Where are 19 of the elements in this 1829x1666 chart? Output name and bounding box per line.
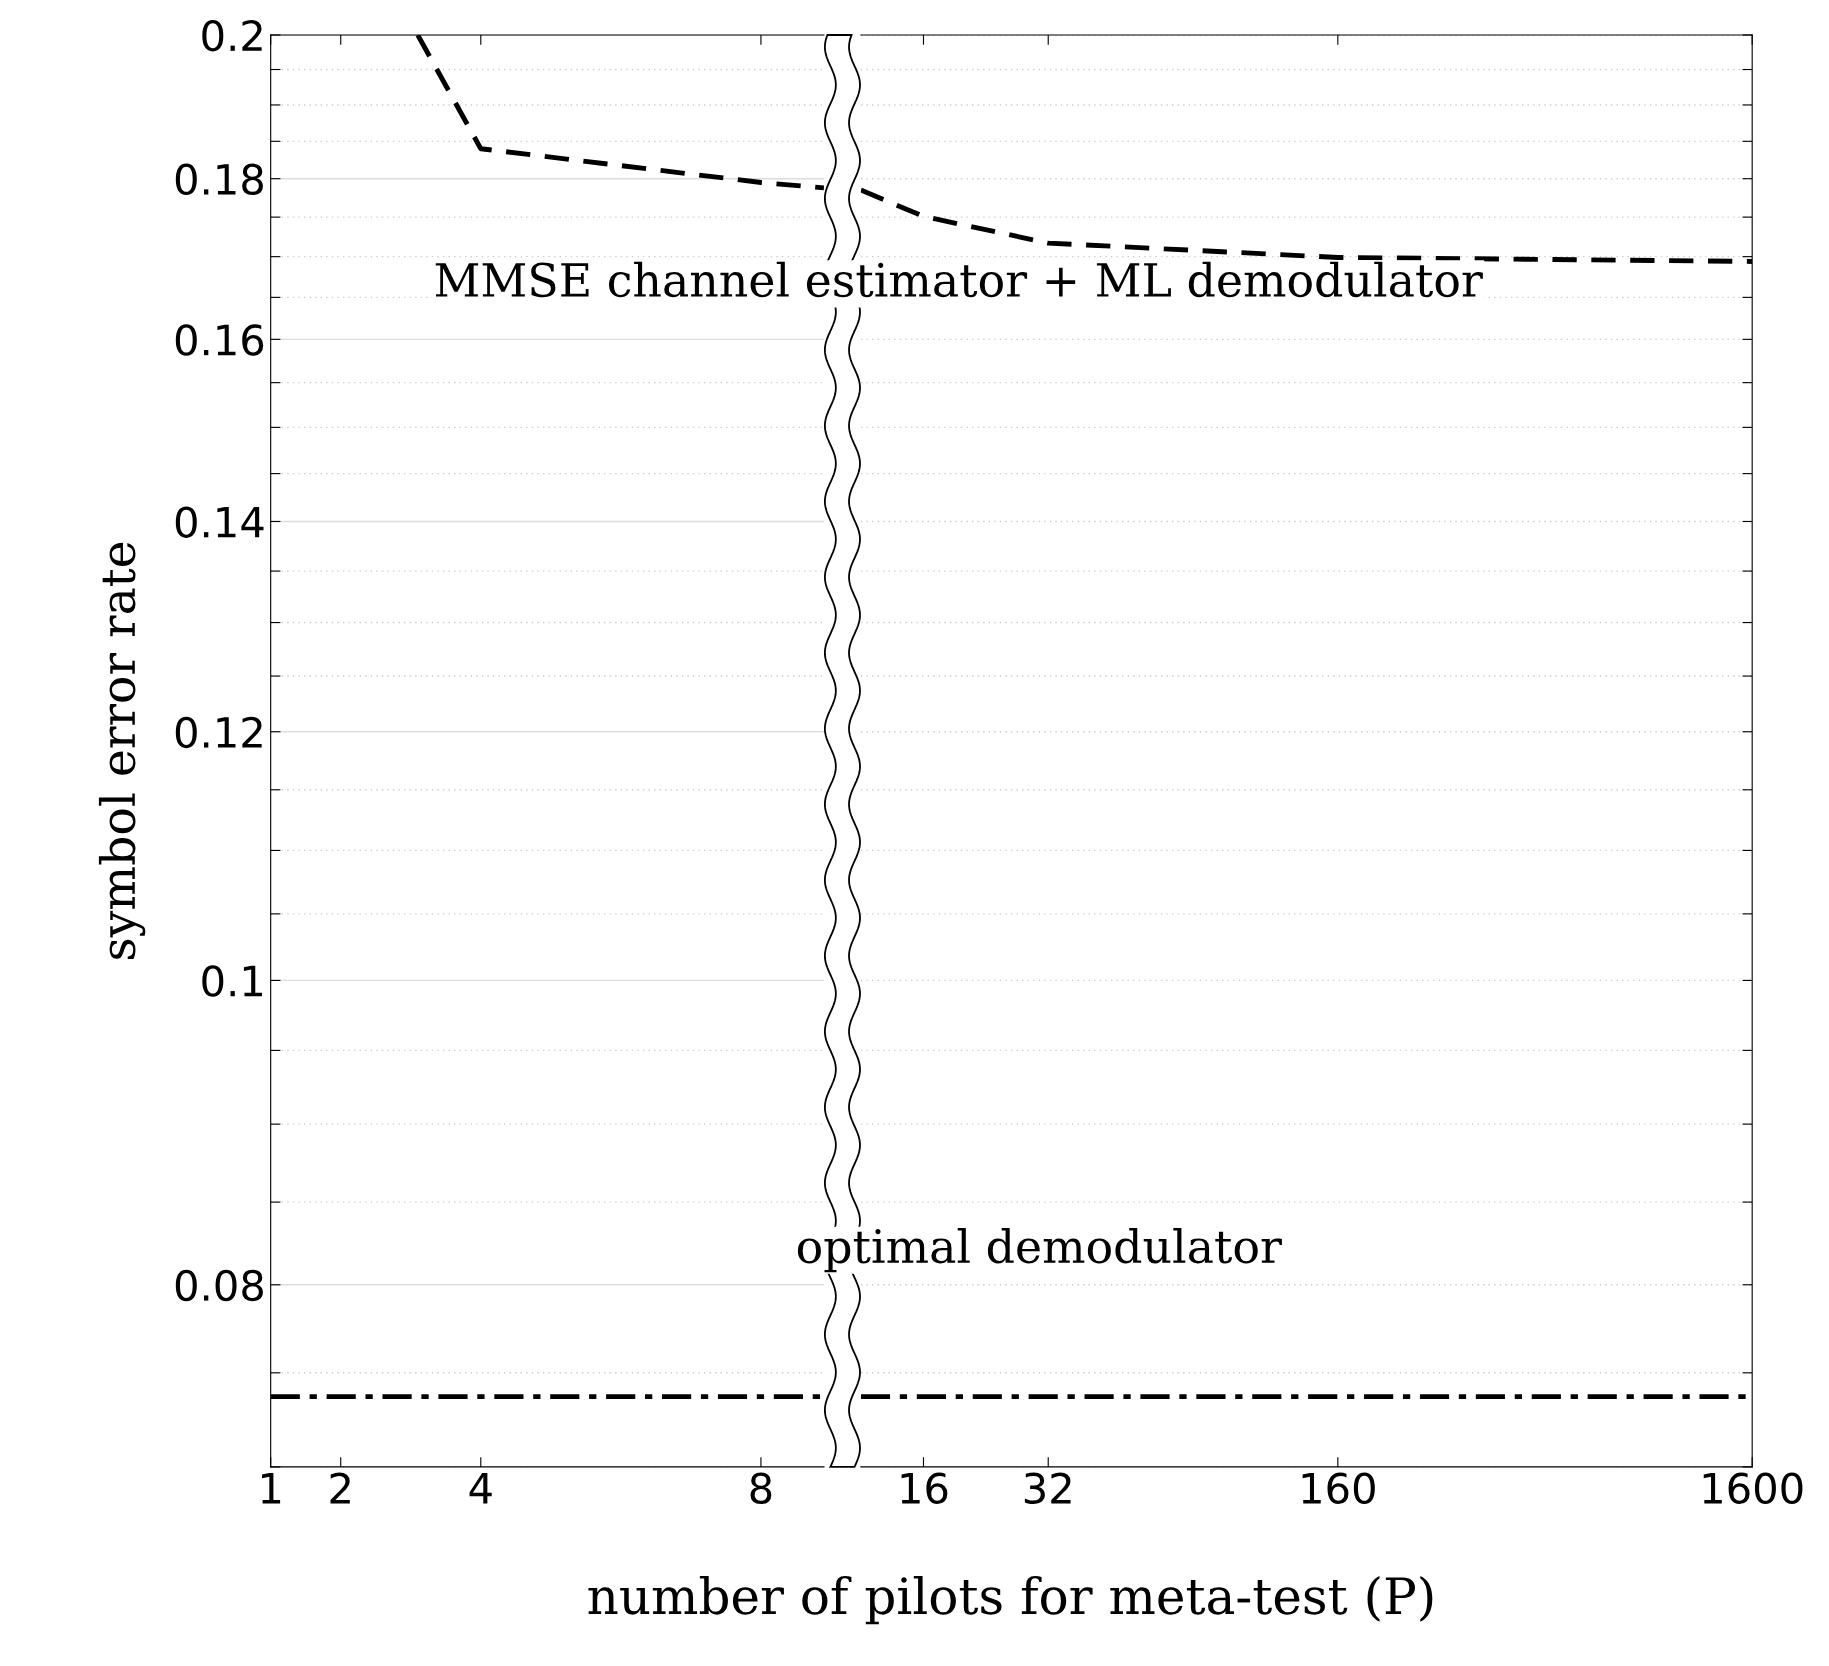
y-tick-label: 0.18 [175, 163, 263, 196]
annotation: MMSE channel estimator + ML demodulator [435, 261, 1483, 298]
y-tick-label: 0.08 [175, 1269, 263, 1302]
x-tick-label: 8 [750, 1472, 772, 1505]
y-tick-label: 0.1 [202, 965, 262, 997]
x-tick-label: 4 [469, 1473, 492, 1504]
x-tick-label: 1600 [1703, 1472, 1803, 1505]
x-tick-label: 160 [1302, 1472, 1375, 1505]
y-tick-label: 0.16 [175, 324, 264, 356]
x-tick-label: 16 [901, 1472, 948, 1505]
annotation: optimal demodulator [797, 1228, 1282, 1273]
x-tick-label: 32 [1024, 1472, 1071, 1505]
y-axis-title: symbol error rate [98, 542, 146, 959]
y-tick-label: 0.12 [175, 716, 262, 749]
y-tick-label: 0.14 [175, 506, 264, 538]
x-axis-title: number of pilots for meta-test (P) [588, 1575, 1433, 1625]
x-tick-label: 1 [262, 1473, 281, 1504]
x-tick-label: 2 [330, 1472, 350, 1504]
y-tick-label: 0.2 [202, 19, 262, 52]
